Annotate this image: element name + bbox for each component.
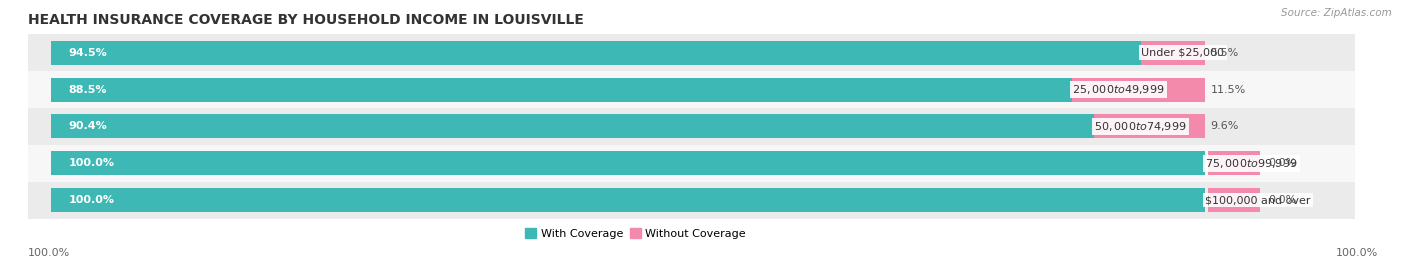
Bar — [51, 77, 1073, 101]
Bar — [1208, 188, 1260, 212]
Text: 90.4%: 90.4% — [69, 121, 107, 132]
Text: $100,000 and over: $100,000 and over — [1205, 195, 1310, 205]
Bar — [51, 188, 1205, 212]
Text: 94.5%: 94.5% — [69, 48, 107, 58]
Text: $75,000 to $99,999: $75,000 to $99,999 — [1205, 157, 1298, 170]
Text: 100.0%: 100.0% — [69, 195, 114, 205]
Legend: With Coverage, Without Coverage: With Coverage, Without Coverage — [520, 224, 751, 243]
Text: HEALTH INSURANCE COVERAGE BY HOUSEHOLD INCOME IN LOUISVILLE: HEALTH INSURANCE COVERAGE BY HOUSEHOLD I… — [28, 13, 583, 27]
Bar — [28, 71, 1355, 108]
Text: 5.5%: 5.5% — [1211, 48, 1239, 58]
Text: 9.6%: 9.6% — [1211, 121, 1239, 132]
Bar — [51, 151, 1205, 175]
Text: $50,000 to $74,999: $50,000 to $74,999 — [1094, 120, 1187, 133]
Bar — [1094, 114, 1205, 139]
Text: Source: ZipAtlas.com: Source: ZipAtlas.com — [1281, 8, 1392, 18]
Bar — [28, 145, 1355, 182]
Bar — [28, 108, 1355, 145]
Text: 88.5%: 88.5% — [69, 84, 107, 94]
Bar — [1208, 151, 1260, 175]
Text: $25,000 to $49,999: $25,000 to $49,999 — [1073, 83, 1164, 96]
Text: 0.0%: 0.0% — [1268, 158, 1296, 168]
Text: 100.0%: 100.0% — [28, 248, 70, 258]
Text: 100.0%: 100.0% — [69, 158, 114, 168]
Text: 100.0%: 100.0% — [1336, 248, 1378, 258]
Bar — [28, 182, 1355, 219]
Bar — [1142, 41, 1205, 65]
Bar — [28, 34, 1355, 71]
Bar — [1073, 77, 1205, 101]
Text: 0.0%: 0.0% — [1268, 195, 1296, 205]
Bar — [51, 41, 1142, 65]
Text: Under $25,000: Under $25,000 — [1142, 48, 1225, 58]
Text: 11.5%: 11.5% — [1211, 84, 1246, 94]
Bar — [51, 114, 1094, 139]
